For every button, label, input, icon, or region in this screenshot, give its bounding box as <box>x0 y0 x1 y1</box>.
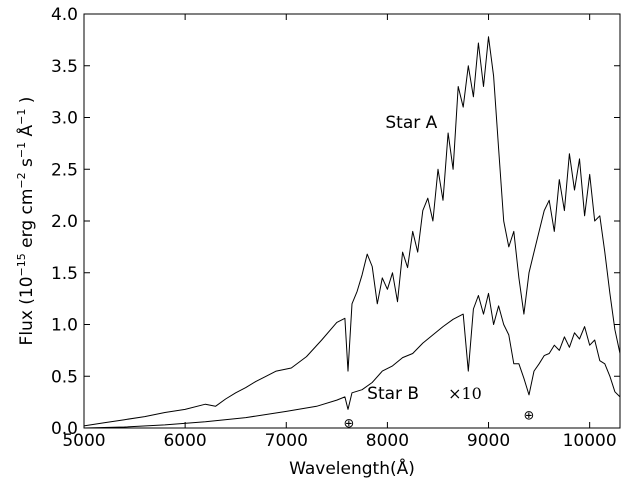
y-tick-label: 1.0 <box>51 316 78 336</box>
y-tick-label: 2.5 <box>51 160 78 180</box>
x-tick-label: 8000 <box>366 431 409 451</box>
series-line-star-b <box>83 292 621 429</box>
y-tick-label: 0.5 <box>51 367 78 387</box>
scale-factor-label: ×10 <box>448 384 482 403</box>
star-b-label: Star B <box>367 384 419 404</box>
y-axis: 0.0 0.5 1.0 1.5 2.0 2.5 3.0 3.5 4.0 <box>51 5 620 439</box>
y-tick-label: 4.0 <box>51 5 78 25</box>
plot-area <box>83 13 621 429</box>
series-line-star-a <box>83 36 621 427</box>
x-tick-label: 5000 <box>62 431 105 451</box>
y-tick-label: 0.0 <box>51 419 78 439</box>
telluric-marker-1: ⊕ <box>344 417 355 432</box>
y-tick-label: 1.5 <box>51 264 78 284</box>
y-tick-label: 3.0 <box>51 109 78 129</box>
x-tick-label: 10000 <box>563 431 617 451</box>
star-a-label: Star A <box>385 113 437 133</box>
telluric-marker-2: ⊕ <box>524 408 535 423</box>
series-layer <box>83 36 621 429</box>
x-axis: 5000 6000 7000 8000 9000 10000 <box>62 14 617 451</box>
x-axis-title: Wavelength(Å) <box>289 457 415 479</box>
y-tick-label: 2.0 <box>51 212 78 232</box>
x-tick-label: 7000 <box>265 431 308 451</box>
annotation-layer: Star A Star B ×10 ⊕ ⊕ <box>344 113 535 432</box>
x-tick-label: 9000 <box>467 431 510 451</box>
y-axis-title: Flux (10−15 erg cm−2 s−1 Å−1 ) <box>15 97 37 346</box>
y-tick-label: 3.5 <box>51 57 78 77</box>
x-tick-label: 6000 <box>163 431 206 451</box>
